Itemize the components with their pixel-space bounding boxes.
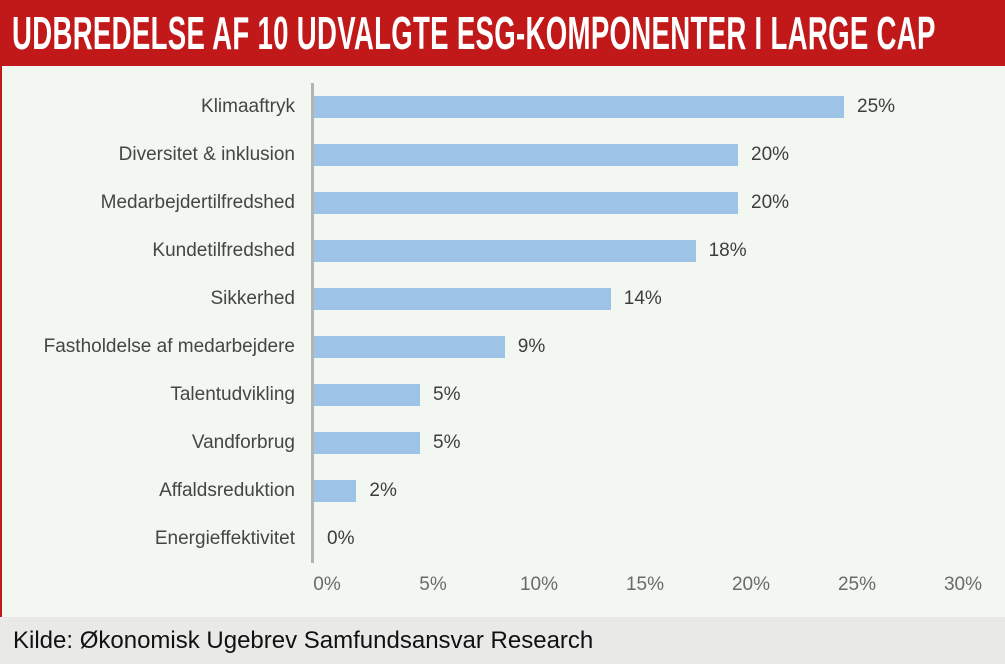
plot-area: 2% <box>311 467 1005 515</box>
bar <box>314 432 420 454</box>
bar <box>314 480 357 502</box>
category-label: Medarbejdertilfredshed <box>100 192 295 213</box>
plot-area: 5% <box>311 419 1005 467</box>
value-label: 18% <box>708 240 747 261</box>
chart-row: Diversitet & inklusion 20% <box>0 131 1005 179</box>
category-label: Fastholdelse af medarbejdere <box>43 336 295 357</box>
category-label: Vandforbrug <box>191 432 295 453</box>
category-label: Diversitet & inklusion <box>118 144 295 165</box>
chart-row: Klimaaftryk 25% <box>0 83 1005 131</box>
plot-area: 18% <box>311 227 1005 275</box>
value-label: 25% <box>857 96 896 117</box>
title-banner: UDBREDELSE AF 10 UDVALGTE ESG-KOMPONENTE… <box>0 0 1005 66</box>
value-label: 5% <box>433 432 461 453</box>
x-axis-tick-label: 10% <box>519 574 559 595</box>
chart-row: Talentudvikling 5% <box>0 371 1005 419</box>
bar-chart: Klimaaftryk 25% Diversitet & inklusion 20% M… <box>0 83 1005 563</box>
category-label: Energieffektivitet <box>154 528 295 549</box>
plot-area: 14% <box>311 275 1005 323</box>
x-axis-tick-label: 15% <box>625 574 665 595</box>
value-label: 5% <box>433 384 461 405</box>
bar <box>314 144 738 166</box>
chart-row: Fastholdelse af medarbejdere 9% <box>0 323 1005 371</box>
x-axis-tick-label: 25% <box>837 574 877 595</box>
category-label: Sikkerhed <box>210 288 296 309</box>
bar <box>314 384 420 406</box>
plot-area: 25% <box>311 83 1005 131</box>
chart-row: Energieffektivitet 0% <box>0 515 1005 563</box>
value-label: 14% <box>623 288 662 309</box>
chart-row: Sikkerhed 14% <box>0 275 1005 323</box>
plot-area: 20% <box>311 131 1005 179</box>
category-label: Talentudvikling <box>170 384 295 405</box>
plot-area: 9% <box>311 323 1005 371</box>
bar <box>314 96 844 118</box>
left-red-border <box>0 66 2 617</box>
x-axis-tick-label: 20% <box>731 574 771 595</box>
value-label: 2% <box>369 480 397 501</box>
source-footer: Kilde: Økonomisk Ugebrev Samfundsansvar … <box>0 617 1005 664</box>
chart-row: Medarbejdertilfredshed 20% <box>0 179 1005 227</box>
chart-row: Affaldsreduktion 2% <box>0 467 1005 515</box>
value-label: 20% <box>751 192 790 213</box>
category-label: Affaldsreduktion <box>159 480 295 501</box>
category-label: Klimaaftryk <box>201 96 295 117</box>
plot-area: 0% <box>311 515 1005 563</box>
bar <box>314 336 505 358</box>
x-axis-tick-label: 30% <box>943 574 983 595</box>
bar <box>314 288 611 310</box>
chart-title: UDBREDELSE AF 10 UDVALGTE ESG-KOMPONENTE… <box>12 7 936 59</box>
x-axis: 0% 5% 10% 15% 20% 25% 30% <box>0 574 1005 602</box>
source-text: Kilde: Økonomisk Ugebrev Samfundsansvar … <box>13 626 594 654</box>
plot-area: 5% <box>311 371 1005 419</box>
x-axis-tick-label: 0% <box>313 574 341 595</box>
chart-row: Kundetilfredshed 18% <box>0 227 1005 275</box>
value-label: 0% <box>327 528 355 549</box>
value-label: 20% <box>751 144 790 165</box>
value-label: 9% <box>517 336 546 357</box>
category-label: Kundetilfredshed <box>152 240 295 261</box>
bar <box>314 240 696 262</box>
plot-area: 20% <box>311 179 1005 227</box>
x-axis-tick-label: 5% <box>419 574 447 595</box>
bar <box>314 192 738 214</box>
chart-row: Vandforbrug 5% <box>0 419 1005 467</box>
